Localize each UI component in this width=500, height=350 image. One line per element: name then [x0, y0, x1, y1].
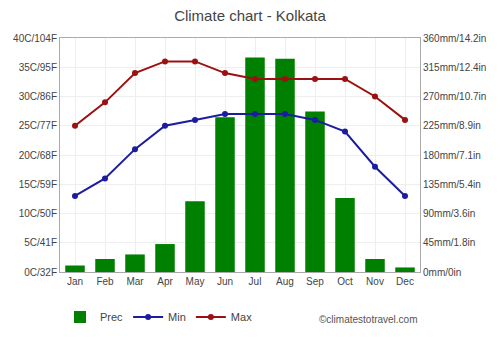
svg-text:Oct: Oct: [337, 276, 353, 287]
svg-text:20C/68F: 20C/68F: [19, 150, 57, 161]
svg-text:Nov: Nov: [366, 276, 384, 287]
svg-text:0C/32F: 0C/32F: [24, 267, 57, 278]
svg-text:0mm/0in: 0mm/0in: [423, 267, 461, 278]
svg-text:5C/41F: 5C/41F: [24, 237, 57, 248]
svg-text:270mm/10.7in: 270mm/10.7in: [423, 91, 486, 102]
svg-text:15C/59F: 15C/59F: [19, 179, 57, 190]
svg-text:40C/104F: 40C/104F: [13, 33, 57, 44]
svg-text:135mm/5.4in: 135mm/5.4in: [423, 179, 481, 190]
svg-text:30C/86F: 30C/86F: [19, 91, 57, 102]
svg-text:Feb: Feb: [96, 276, 114, 287]
svg-text:May: May: [186, 276, 205, 287]
svg-text:Sep: Sep: [306, 276, 324, 287]
svg-text:180mm/7.1in: 180mm/7.1in: [423, 150, 481, 161]
svg-text:Max: Max: [231, 311, 252, 323]
svg-text:225mm/8.9in: 225mm/8.9in: [423, 120, 481, 131]
svg-text:90mm/3.6in: 90mm/3.6in: [423, 208, 475, 219]
svg-text:25C/77F: 25C/77F: [19, 120, 57, 131]
svg-text:Jul: Jul: [249, 276, 262, 287]
svg-text:10C/50F: 10C/50F: [19, 208, 57, 219]
svg-text:Jan: Jan: [67, 276, 83, 287]
svg-text:Apr: Apr: [157, 276, 173, 287]
svg-text:315mm/12.4in: 315mm/12.4in: [423, 62, 486, 73]
svg-text:360mm/14.2in: 360mm/14.2in: [423, 33, 486, 44]
svg-text:Prec: Prec: [100, 311, 123, 323]
svg-text:35C/95F: 35C/95F: [19, 62, 57, 73]
svg-text:Jun: Jun: [217, 276, 233, 287]
svg-text:Climate chart - Kolkata: Climate chart - Kolkata: [174, 7, 326, 24]
svg-text:45mm/1.8in: 45mm/1.8in: [423, 237, 475, 248]
svg-text:Dec: Dec: [396, 276, 414, 287]
svg-text:Mar: Mar: [126, 276, 144, 287]
svg-text:©climatestotravel.com: ©climatestotravel.com: [319, 314, 418, 325]
svg-text:Min: Min: [168, 311, 186, 323]
svg-text:Aug: Aug: [276, 276, 294, 287]
